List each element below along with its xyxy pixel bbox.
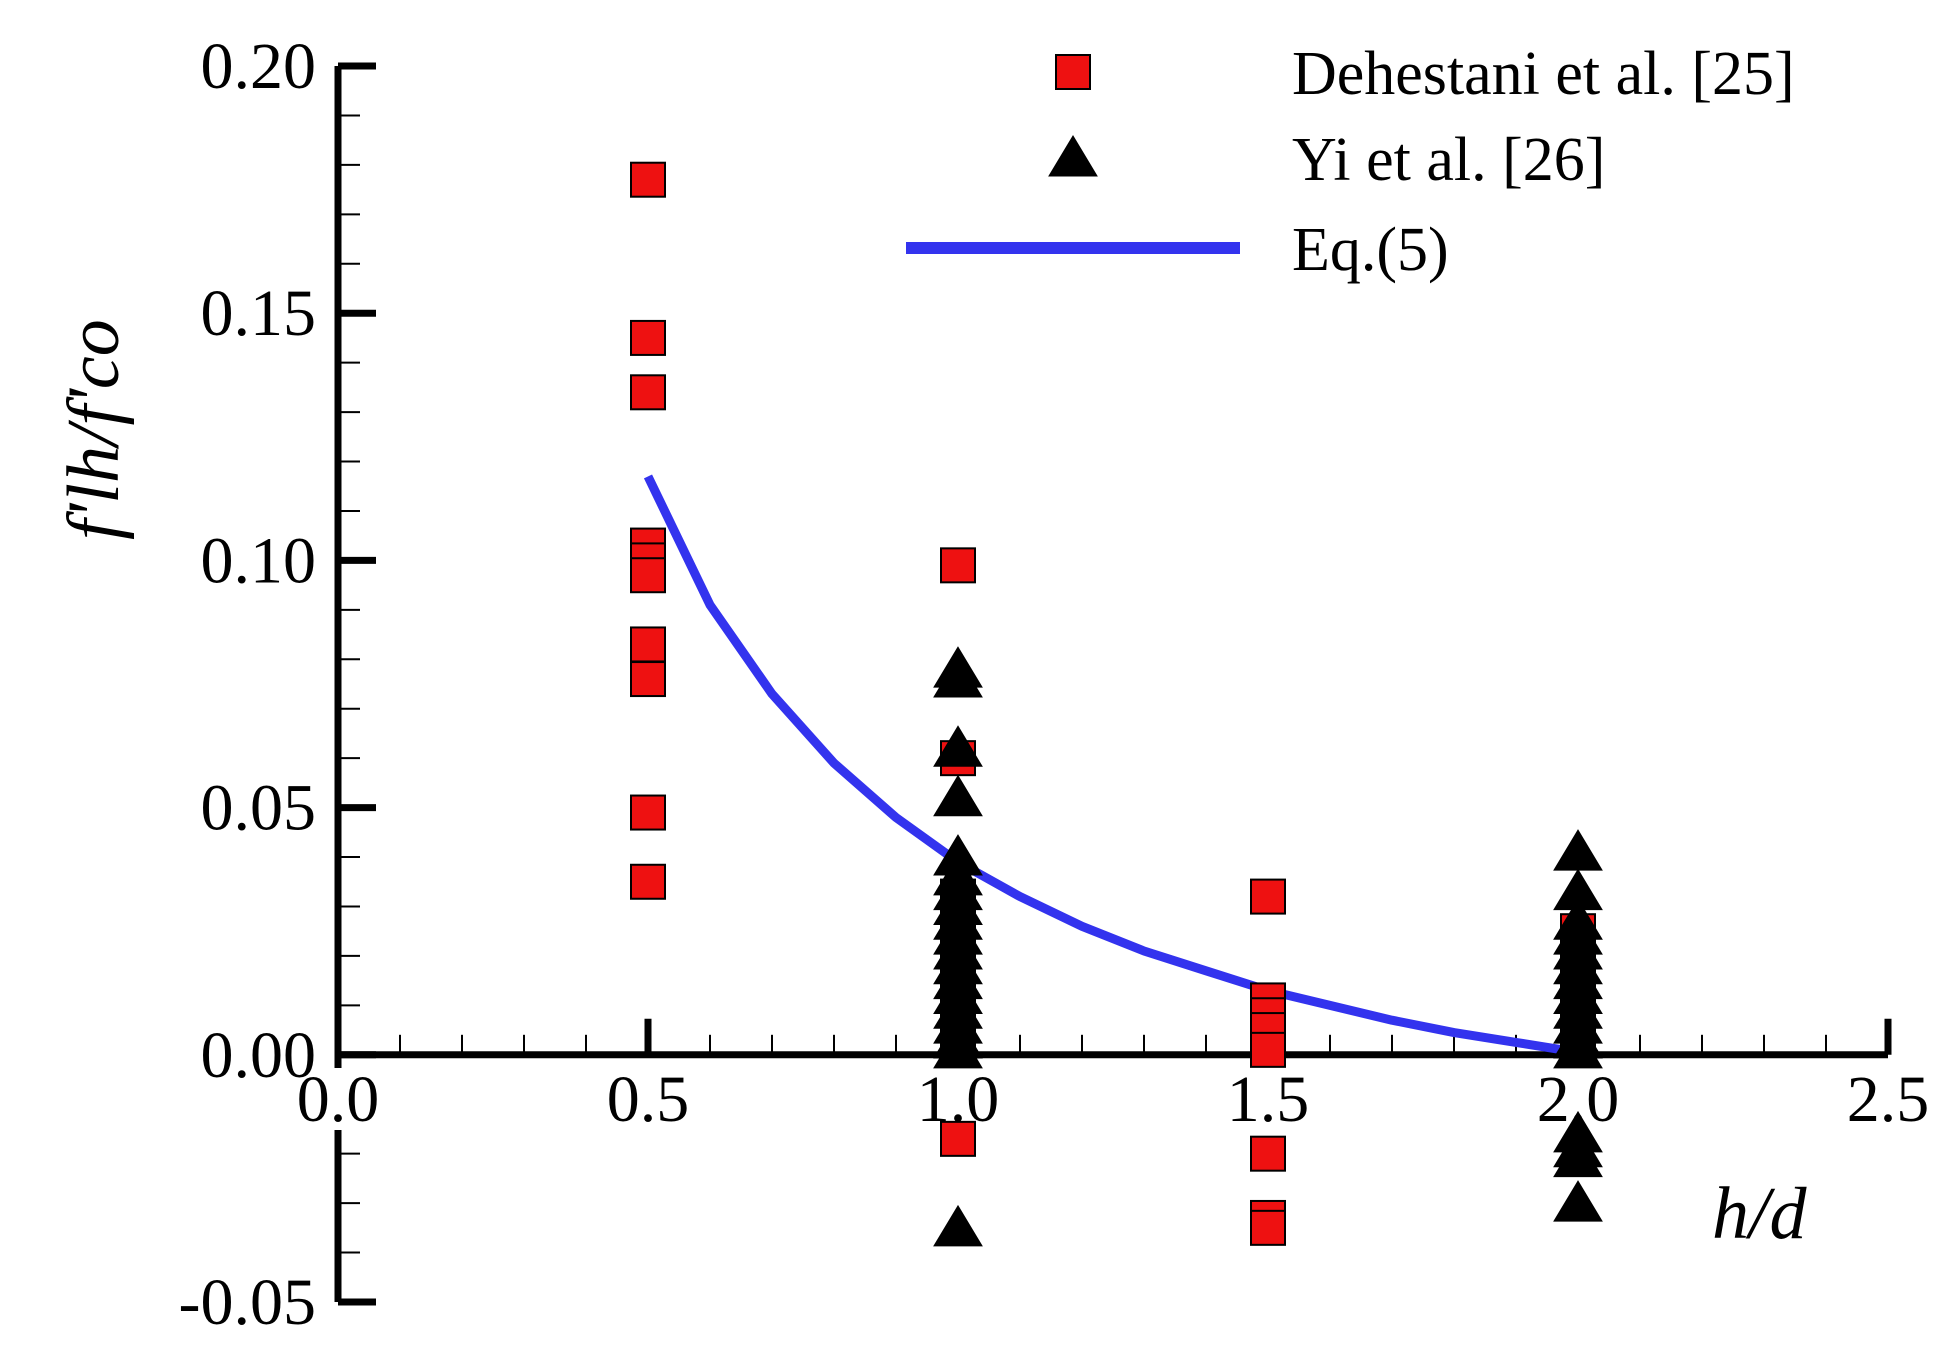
legend: Dehestani et al. [25] Yi et al. [26] Eq.(5… bbox=[906, 40, 1795, 284]
yi-point bbox=[933, 774, 983, 817]
legend-label: Dehestani et al. [25] bbox=[1292, 40, 1795, 108]
x-tick-label: 0.0 bbox=[297, 1063, 380, 1136]
dehestani-point bbox=[1250, 1209, 1286, 1246]
dehestani-point bbox=[630, 319, 666, 356]
eq5-curve bbox=[643, 474, 1579, 1057]
x-axis-title: h/d bbox=[1712, 1173, 1808, 1255]
dehestani-point bbox=[1250, 1031, 1286, 1068]
yi-point bbox=[933, 656, 983, 698]
dehestani-point bbox=[940, 547, 976, 584]
dehestani-point bbox=[630, 661, 666, 698]
legend-marker-square bbox=[1055, 54, 1091, 90]
dehestani-point bbox=[1250, 878, 1286, 915]
legend-label: Yi et al. [26] bbox=[1292, 126, 1605, 194]
dehestani-point bbox=[630, 374, 666, 411]
legend-label: Eq.(5) bbox=[1292, 216, 1449, 284]
y-tick-label: 0.20 bbox=[201, 30, 317, 103]
y-tick-label: 0.15 bbox=[201, 277, 317, 350]
plot-area bbox=[630, 161, 1603, 1247]
x-tick-label: 2.5 bbox=[1847, 1063, 1930, 1136]
dehestani-point bbox=[630, 794, 666, 831]
dehestani-point bbox=[630, 557, 666, 594]
legend-marker-triangle bbox=[1048, 135, 1098, 177]
dehestani-point bbox=[630, 626, 666, 663]
svg-text:f'lh/f'co: f'lh/f'co bbox=[53, 319, 135, 540]
x-tick-label: 1.5 bbox=[1227, 1063, 1310, 1136]
yi-point bbox=[933, 1026, 983, 1069]
x-tick-label: 0.5 bbox=[607, 1063, 690, 1136]
tick-labels: -0.050.000.050.100.150.200.0 0.5 1.0 1.5 2.0… bbox=[179, 30, 1930, 1339]
y-tick-label: 0.00 bbox=[201, 1019, 317, 1092]
yi-point bbox=[933, 725, 983, 767]
y-axis-title-text: f'lh/f'co bbox=[53, 319, 135, 540]
y-axis-title: f'lh/f'co bbox=[53, 319, 135, 540]
dehestani-point bbox=[1250, 1135, 1286, 1172]
y-tick-label: -0.05 bbox=[179, 1266, 316, 1339]
yi-point bbox=[1553, 1026, 1603, 1069]
yi-point bbox=[1553, 829, 1603, 871]
dehestani-point bbox=[630, 161, 666, 198]
dehestani-point bbox=[630, 863, 666, 900]
axes bbox=[334, 66, 1888, 1302]
dehestani-point bbox=[940, 1120, 976, 1157]
yi-point bbox=[933, 1204, 983, 1247]
y-tick-label: 0.05 bbox=[201, 772, 317, 845]
y-tick-label: 0.10 bbox=[201, 524, 317, 597]
yi-point bbox=[1553, 1135, 1603, 1178]
yi-point bbox=[1553, 1180, 1603, 1222]
